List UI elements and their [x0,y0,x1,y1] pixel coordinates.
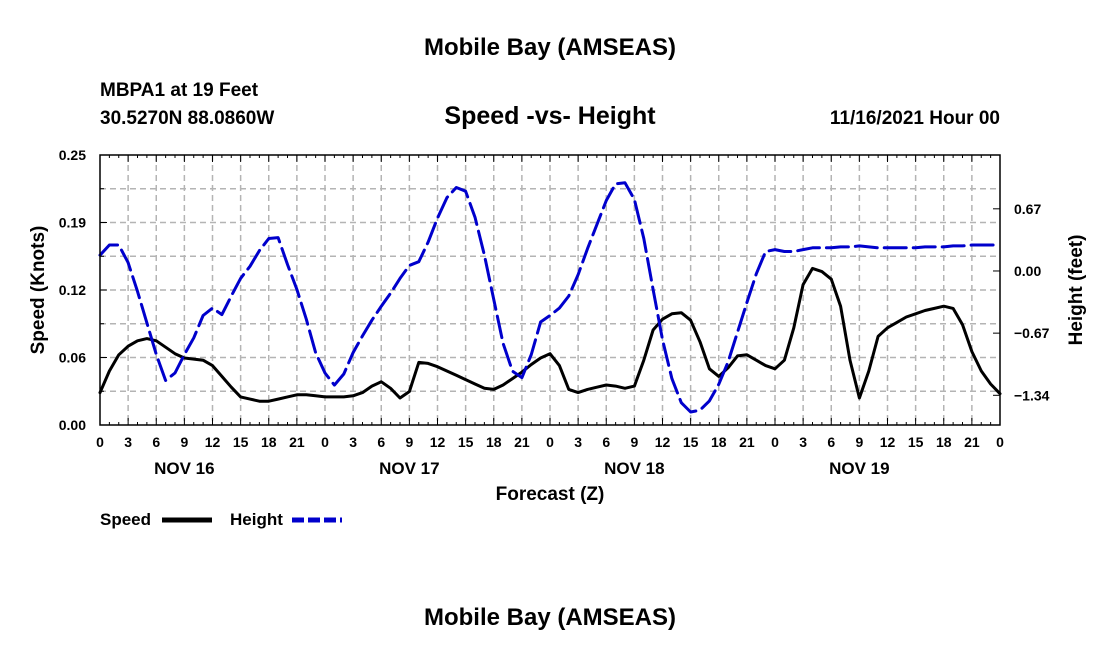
x-tick-label: 21 [964,434,980,450]
y2-tick-label: 0.67 [1014,201,1041,217]
x-tick-label: 15 [233,434,249,450]
x-tick-label: 12 [655,434,671,450]
y2-tick-label: −0.67 [1014,325,1050,341]
x-day-label: NOV 16 [154,459,214,478]
axis-ticks: 0 3 6 9 12 15 18 21 0 3 6 9 12 15 18 21 0 3 6 9 12 15 18 21 0 3 6 9… [59,147,1050,478]
x-day-label: NOV 19 [829,459,889,478]
x-tick-label: 9 [855,434,863,450]
x-tick-label: 12 [205,434,221,450]
x-tick-label: 18 [261,434,277,450]
y-axis-title: Speed (Knots) [28,226,49,355]
x-day-label: NOV 17 [379,459,439,478]
x-tick-label: 21 [739,434,755,450]
series-line-height [98,181,1002,414]
y2-tick-label: 0.00 [1014,263,1041,279]
x-tick-label: 9 [630,434,638,450]
x-tick-label: 0 [96,434,104,450]
x-tick-label: 12 [430,434,446,450]
x-tick-label: 6 [602,434,610,450]
y2-axis-title: Height (feet) [1066,235,1087,346]
date-label: 11/16/2021 Hour 00 [830,108,1000,129]
x-tick-label: 3 [799,434,807,450]
x-tick-label: 18 [936,434,952,450]
y-tick-label: 0.06 [59,350,86,366]
x-tick-label: 0 [321,434,329,450]
x-tick-label: 6 [377,434,385,450]
y-tick-label: 0.00 [59,417,86,433]
legend: Speed Height [100,510,342,529]
x-tick-label: 3 [349,434,357,450]
x-tick-label: 6 [827,434,835,450]
x-tick-label: 0 [546,434,554,450]
x-axis-title: Forecast (Z) [496,484,605,505]
x-tick-label: 3 [574,434,582,450]
legend-speed-label: Speed [100,510,151,529]
x-tick-label: 0 [996,434,1004,450]
series-line-speed [98,266,1002,403]
legend-height-label: Height [230,510,283,529]
x-tick-label: 9 [405,434,413,450]
x-tick-label: 21 [514,434,530,450]
chart-main-title: Mobile Bay (AMSEAS) [424,34,676,61]
chart-subtitle: Speed -vs- Height [444,102,656,130]
x-tick-label: 21 [289,434,305,450]
x-tick-label: 12 [880,434,896,450]
x-tick-label: 0 [771,434,779,450]
y-tick-label: 0.12 [59,282,86,298]
coordinates-label: 30.5270N 88.0860W [100,108,274,129]
x-tick-label: 18 [486,434,502,450]
x-tick-label: 9 [180,434,188,450]
y2-tick-label: −1.34 [1014,387,1050,403]
x-day-label: NOV 18 [604,459,664,478]
station-label: MBPA1 at 19 Feet [100,80,259,101]
y-tick-label: 0.25 [59,147,86,163]
x-tick-label: 15 [683,434,699,450]
x-tick-label: 15 [908,434,924,450]
y-tick-label: 0.19 [59,215,86,231]
x-tick-label: 3 [124,434,132,450]
x-tick-label: 6 [152,434,160,450]
footer-title: Mobile Bay (AMSEAS) [424,604,676,631]
x-tick-label: 18 [711,434,727,450]
series-group [98,181,1002,414]
x-tick-label: 15 [458,434,474,450]
